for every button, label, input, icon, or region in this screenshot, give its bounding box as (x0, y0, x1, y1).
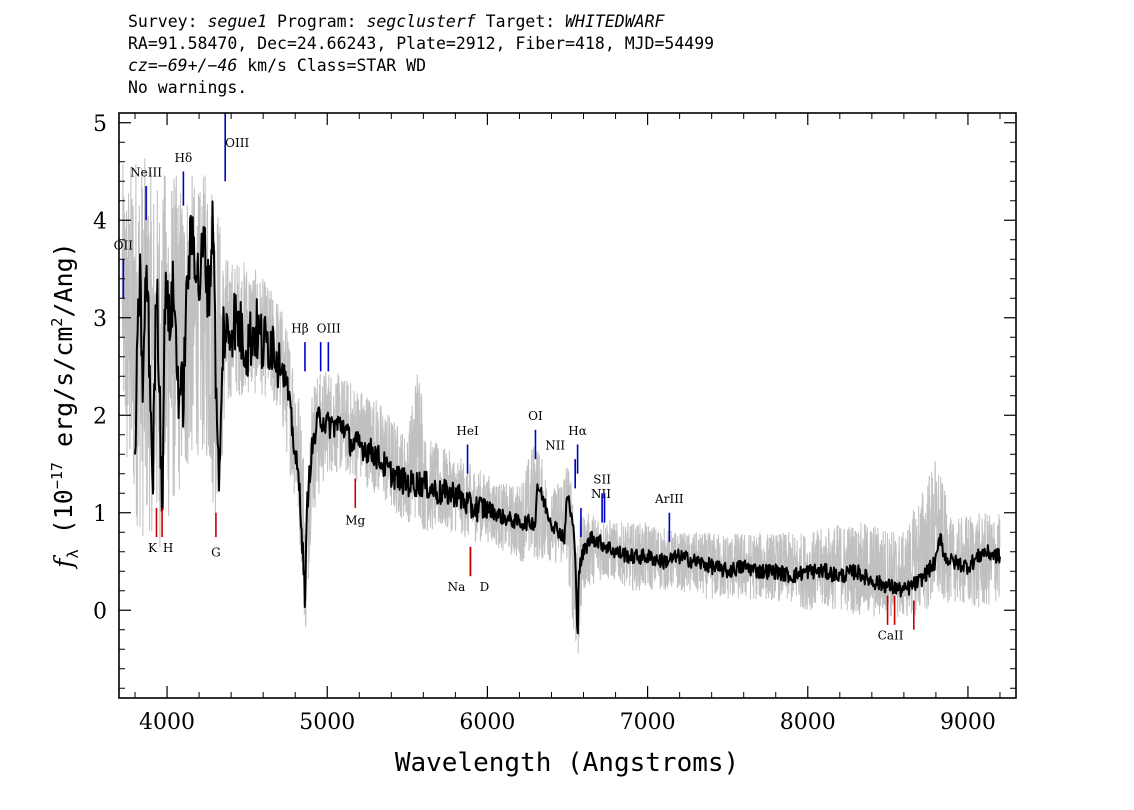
header-line-3: cz=−69+/−46 km/s Class=STAR WD (128, 55, 426, 77)
program-value: segclusterf (366, 12, 476, 31)
line-label: OIII (225, 136, 249, 150)
line-label: CaII (878, 629, 904, 643)
x-tick-label: 8000 (780, 710, 836, 735)
x-tick-label: 7000 (620, 710, 676, 735)
program-label: Program: (267, 12, 367, 31)
line-label: NeIII (130, 165, 162, 179)
svg-text:fλ (10−17 erg/s/cm2/Ang): fλ (10−17 erg/s/cm2/Ang) (48, 242, 82, 569)
y-tick-label: 0 (93, 599, 107, 624)
axis-ticks: 4000 5000 6000 7000 8000 9000 0 1 2 3 4 5 (93, 112, 1016, 735)
line-label: OI (528, 409, 543, 423)
x-axis-label: Wavelength (Angstroms) (395, 748, 739, 778)
x-tick-label: 6000 (459, 710, 515, 735)
x-tick-label: 5000 (299, 710, 355, 735)
line-label: K (148, 541, 158, 555)
line-label: Na (448, 580, 466, 594)
y-tick-label: 4 (93, 209, 107, 234)
header-line-4: No warnings. (128, 78, 248, 97)
x-tick-label: 4000 (139, 710, 195, 735)
line-label: NII (591, 487, 611, 501)
redshift-value: cz=−69+/−46 (128, 56, 238, 75)
flux-series (134, 200, 1001, 635)
line-label: OIII (317, 321, 341, 335)
survey-label: Survey: (128, 12, 208, 31)
x-tick-label: 9000 (940, 710, 996, 735)
y-tick-label: 3 (93, 307, 107, 332)
line-label: NII (545, 438, 565, 452)
line-label: HeI (456, 424, 479, 438)
line-label: ArIII (654, 492, 684, 506)
target-value: WHITEDWARF (565, 12, 665, 31)
line-label: Hδ (175, 151, 193, 165)
y-tick-label: 2 (93, 404, 107, 429)
y-axis-label: fλ (10−17 erg/s/cm2/Ang) (48, 242, 82, 569)
class-value: km/s Class=STAR WD (237, 56, 427, 75)
line-label: SII (593, 473, 611, 487)
y-tick-label: 5 (93, 112, 107, 137)
line-label: D (480, 580, 490, 594)
target-label: Target: (475, 12, 566, 31)
line-label: OII (114, 239, 134, 253)
line-label: G (211, 546, 221, 560)
flux-path (134, 200, 1001, 635)
header-line-2: RA=91.58470, Dec=24.66243, Plate=2912, F… (128, 34, 715, 53)
survey-value: segue1 (207, 12, 268, 31)
line-label: H (163, 541, 173, 555)
line-label: Hβ (291, 321, 308, 335)
header-line-1: Survey: segue1 Program: segclusterf Targ… (128, 11, 664, 33)
y-tick-label: 1 (93, 502, 107, 527)
line-label: Mg (345, 513, 365, 527)
line-label: Hα (568, 424, 587, 438)
plot-frame (118, 112, 1017, 699)
